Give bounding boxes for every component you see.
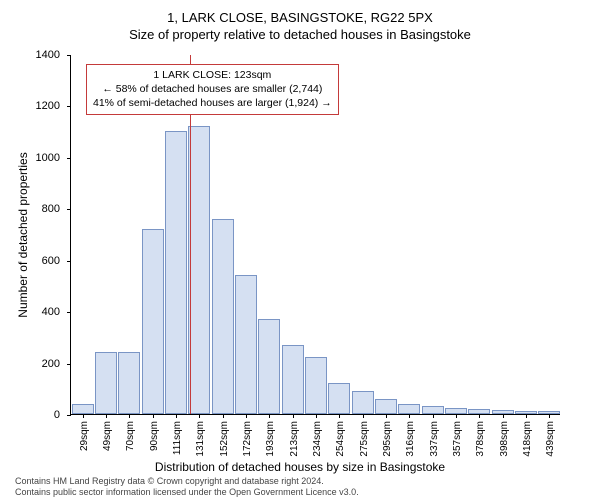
y-tick-label: 1400	[0, 49, 60, 61]
histogram-bar	[142, 229, 164, 414]
histogram-bar	[282, 345, 304, 414]
x-tick-label: 439sqm	[545, 421, 556, 457]
x-tick-label: 172sqm	[242, 421, 253, 457]
info-box-line: 1 LARK CLOSE: 123sqm	[93, 68, 332, 82]
histogram-bar	[258, 319, 280, 414]
x-tick-label: 316sqm	[405, 421, 416, 457]
histogram-bar	[72, 404, 94, 414]
histogram-bar	[235, 275, 257, 414]
x-tick-label: 398sqm	[499, 421, 510, 457]
histogram-bar	[328, 383, 350, 414]
x-tick-label: 378sqm	[475, 421, 486, 457]
x-tick-label: 295sqm	[382, 421, 393, 457]
x-tick-label: 111sqm	[172, 421, 183, 455]
x-tick-label: 152sqm	[219, 421, 230, 457]
y-tick-label: 600	[0, 255, 60, 267]
histogram-bar	[375, 399, 397, 414]
footer-text: Contains HM Land Registry data © Crown c…	[15, 476, 585, 499]
x-tick-label: 357sqm	[452, 421, 463, 457]
y-axis-label: Number of detached properties	[16, 152, 30, 317]
info-box-line: 41% of semi-detached houses are larger (…	[93, 96, 332, 110]
x-tick-label: 418sqm	[522, 421, 533, 457]
y-tick-label: 200	[0, 358, 60, 370]
histogram-bar	[398, 404, 420, 414]
histogram-bar	[352, 391, 374, 414]
footer-line-1: Contains HM Land Registry data © Crown c…	[15, 476, 585, 487]
x-tick-label: 213sqm	[289, 421, 300, 457]
x-tick-label: 49sqm	[102, 421, 113, 451]
x-tick-label: 70sqm	[125, 421, 136, 451]
histogram-bar	[422, 406, 444, 414]
x-tick-label: 29sqm	[79, 421, 90, 451]
x-tick-label: 193sqm	[265, 421, 276, 457]
histogram-bar	[118, 352, 140, 414]
footer-line-2: Contains public sector information licen…	[15, 487, 585, 498]
x-tick-label: 90sqm	[149, 421, 160, 451]
y-tick-label: 1200	[0, 100, 60, 112]
histogram-bar	[95, 352, 117, 414]
page-title: 1, LARK CLOSE, BASINGSTOKE, RG22 5PX	[0, 0, 600, 25]
info-box: 1 LARK CLOSE: 123sqm← 58% of detached ho…	[86, 64, 339, 115]
histogram-bar	[165, 131, 187, 414]
histogram-bar	[212, 219, 234, 414]
x-tick-label: 234sqm	[312, 421, 323, 457]
y-tick-label: 400	[0, 306, 60, 318]
histogram-bar	[188, 126, 210, 414]
y-tick-label: 800	[0, 203, 60, 215]
x-tick-label: 254sqm	[335, 421, 346, 457]
y-tick-label: 0	[0, 409, 60, 421]
x-tick-label: 337sqm	[429, 421, 440, 457]
x-axis-label: Distribution of detached houses by size …	[0, 460, 600, 474]
y-tick-label: 1000	[0, 152, 60, 164]
x-tick-label: 275sqm	[359, 421, 370, 457]
page-subtitle: Size of property relative to detached ho…	[0, 25, 600, 42]
histogram-bar	[305, 357, 327, 414]
info-box-line: ← 58% of detached houses are smaller (2,…	[93, 82, 332, 96]
x-tick-label: 131sqm	[195, 421, 206, 457]
